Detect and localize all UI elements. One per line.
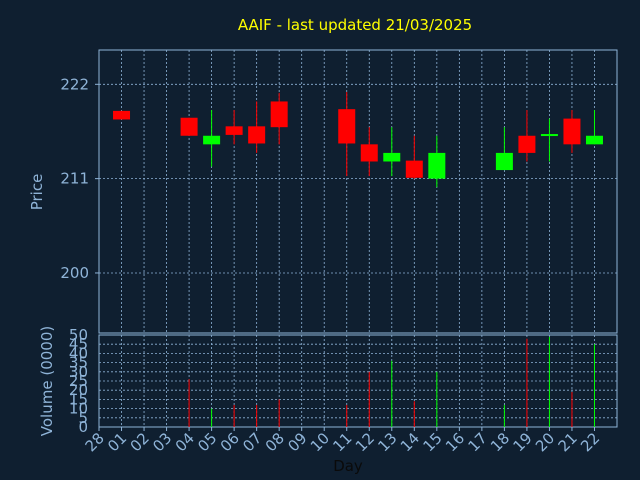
volume-tick-label: 35 — [69, 354, 88, 372]
volume-tick-label: 15 — [69, 390, 88, 408]
candle-body — [383, 152, 401, 162]
price-tick-label: 200 — [60, 264, 89, 282]
candle-body — [405, 160, 423, 178]
volume-series — [188, 336, 595, 427]
volume-grid — [99, 334, 617, 428]
candle-body — [203, 135, 221, 145]
volume-tick-label: 10 — [69, 400, 88, 418]
volume-tick-label: 25 — [69, 372, 88, 390]
chart-title: AAIF - last updated 21/03/2025 — [238, 16, 472, 34]
x-axis-ticks: 2801020304050607080910111213141516171819… — [82, 427, 603, 455]
candle-body — [518, 135, 536, 153]
candle-body — [585, 135, 603, 145]
price-panel — [98, 49, 618, 334]
candle-body — [495, 152, 513, 171]
candle-body — [113, 110, 131, 120]
volume-tick-label: 30 — [69, 363, 88, 381]
price-axis-label: Price — [28, 174, 46, 211]
candle-body — [360, 144, 378, 162]
volume-tick-label: 40 — [69, 344, 88, 362]
volume-tick-label: 0 — [78, 418, 88, 436]
price-grid — [99, 50, 617, 333]
candle-body — [248, 126, 266, 144]
candle-body — [338, 109, 356, 144]
x-axis-label: Day — [333, 457, 363, 475]
candle-body — [225, 126, 243, 135]
candle-body — [180, 117, 198, 136]
volume-axis-label: Volume (0000) — [38, 326, 56, 436]
candle-body — [540, 134, 558, 137]
candle-body — [563, 118, 581, 145]
volume-tick-label: 50 — [69, 326, 88, 344]
volume-tick-label: 20 — [69, 381, 88, 399]
candle-body — [270, 101, 288, 128]
candlestick-series — [113, 92, 603, 188]
price-tick-label: 222 — [60, 75, 89, 93]
price-tick-label: 211 — [60, 170, 89, 188]
volume-tick-label: 5 — [78, 409, 88, 427]
volume-tick-label: 45 — [69, 335, 88, 353]
candle-body — [428, 152, 446, 179]
price-axis-ticks: 200211222233 — [60, 75, 99, 282]
x-tick-label: 22 — [577, 429, 603, 455]
